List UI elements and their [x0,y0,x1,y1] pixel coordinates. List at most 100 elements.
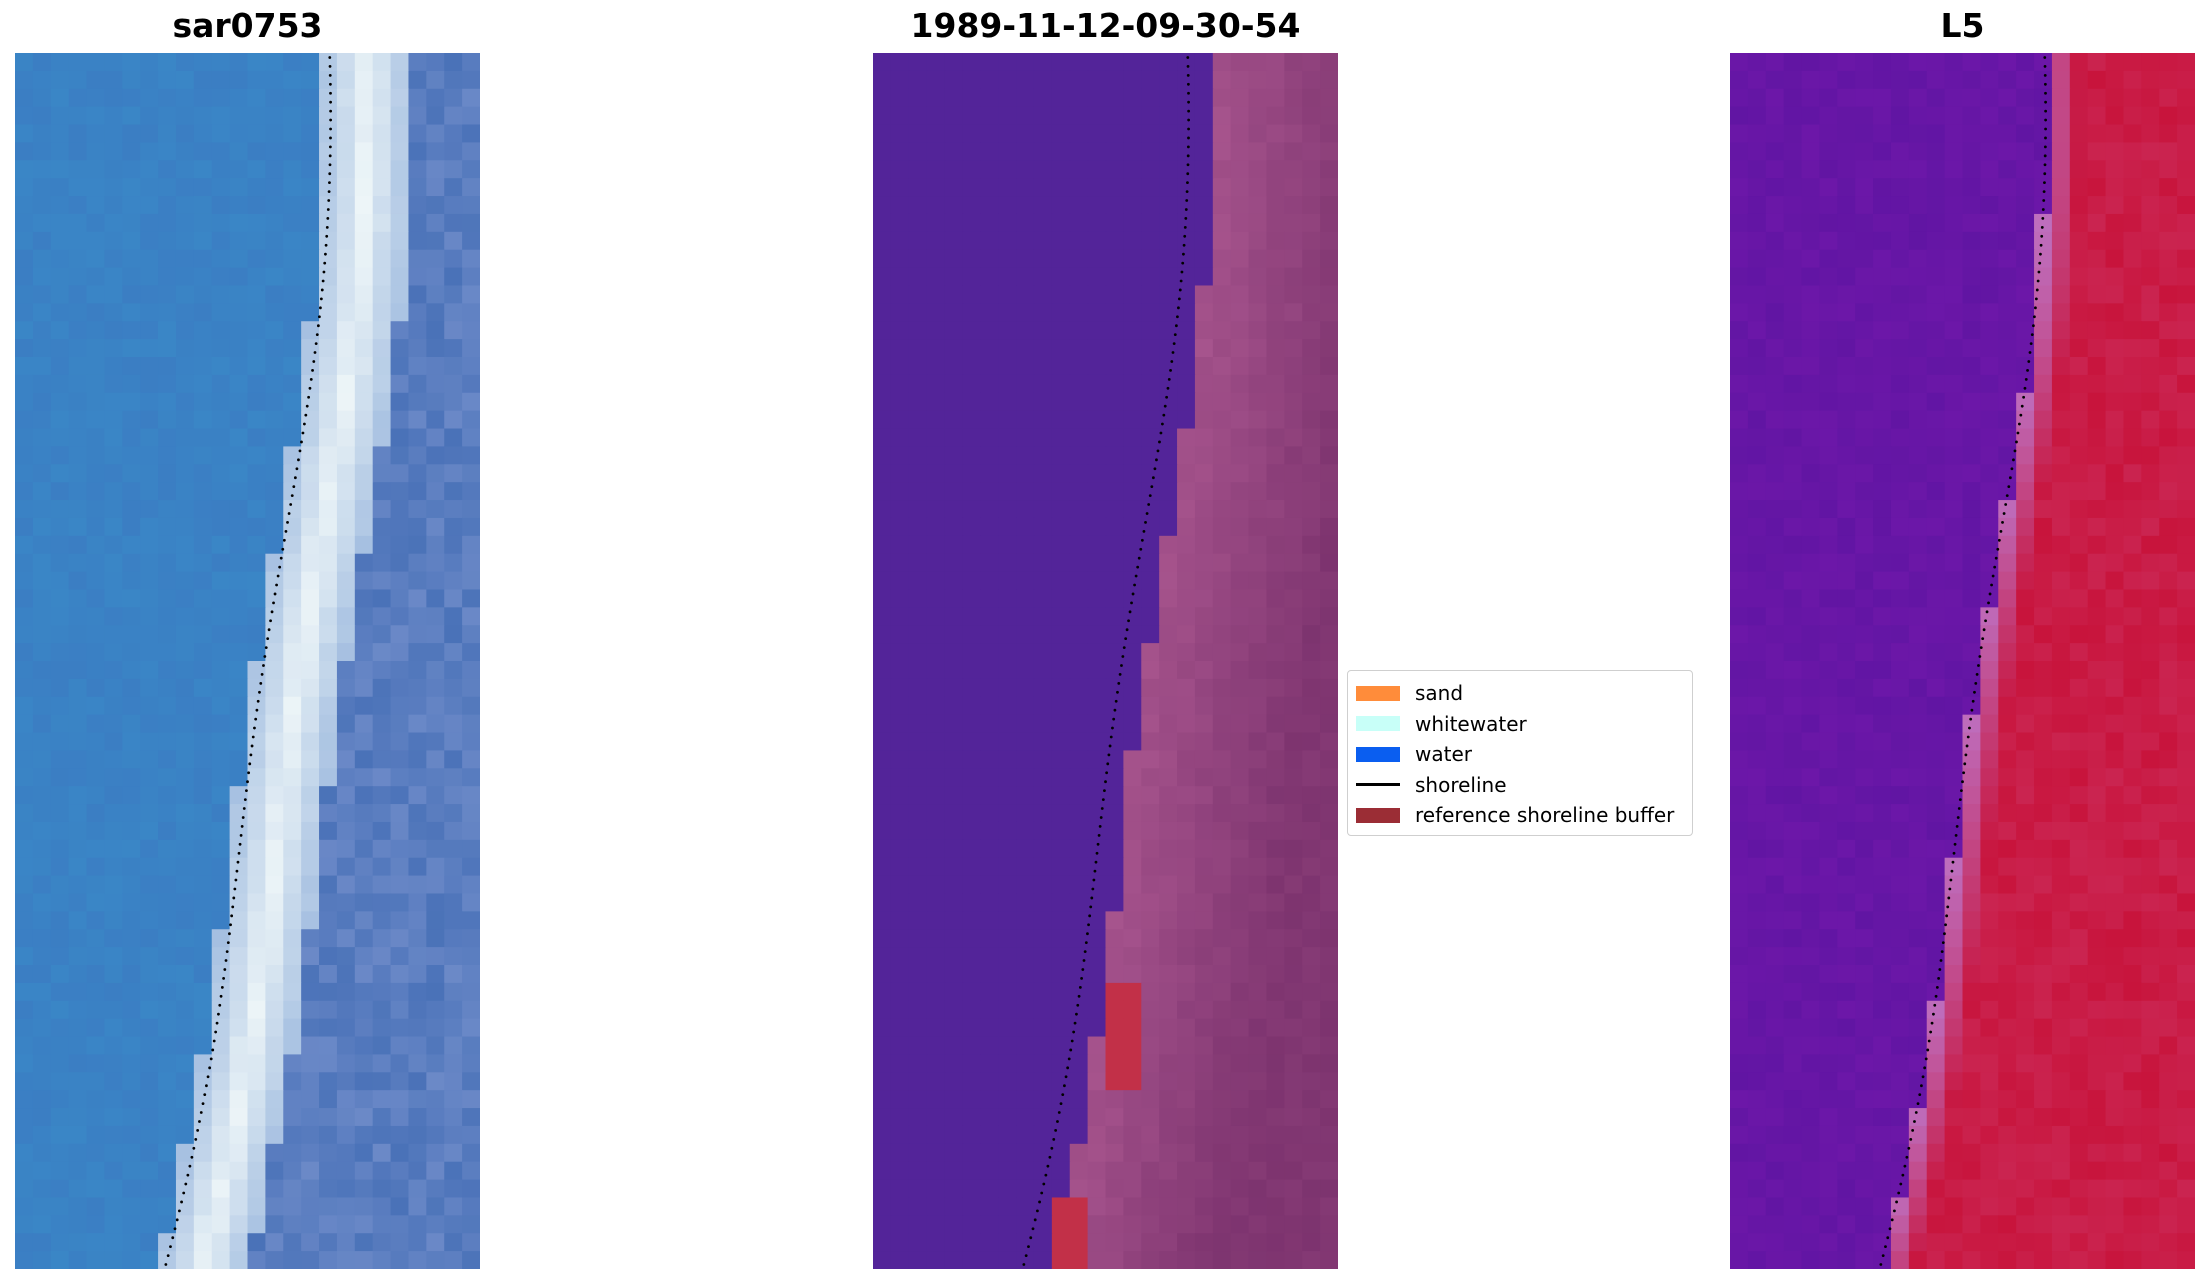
index-pixel [1855,410,1874,430]
shoreline-point [316,324,320,328]
image-pixel [283,285,302,304]
index-pixel [1855,53,1874,72]
index-pixel [1819,553,1838,573]
image-pixel [32,500,52,519]
class-pixel [1141,678,1160,698]
index-pixel [1747,500,1767,519]
image-pixel [140,1000,159,1020]
shoreline-point [214,1030,218,1034]
index-pixel [1962,643,1981,662]
image-pixel [175,553,195,573]
image-pixel [175,1233,195,1252]
index-pixel [1926,517,1946,537]
class-pixel [1123,696,1142,716]
image-pixel [390,768,410,787]
shoreline-point [1156,449,1160,453]
image-pixel [319,589,338,608]
image-pixel [104,1179,123,1199]
class-pixel [1033,106,1053,126]
class-pixel [1123,339,1142,358]
class-pixel [1123,1000,1142,1020]
image-pixel [229,410,249,430]
image-pixel [247,1215,266,1234]
class-pixel [944,786,964,805]
image-pixel [140,196,159,215]
class-pixel [980,643,999,662]
image-pixel [444,643,463,662]
class-pixel [1230,553,1250,573]
class-pixel [1016,500,1035,519]
image-pixel [86,678,106,698]
index-pixel [1980,196,1999,215]
image-pixel [211,589,231,608]
class-pixel [1230,106,1250,126]
class-pixel [1302,768,1321,787]
image-pixel [86,839,106,859]
class-pixel [1105,160,1124,179]
image-pixel [462,500,480,519]
image-pixel [426,1072,445,1091]
index-pixel [1873,392,1892,412]
image-pixel [265,1251,284,1269]
image-pixel [408,303,427,322]
class-pixel [1230,1018,1250,1038]
index-pixel [1855,160,1874,179]
class-pixel [1069,392,1089,412]
class-pixel [1284,339,1303,358]
class-pixel [873,106,892,126]
index-pixel [1944,160,1964,179]
index-pixel [1926,786,1946,805]
class-pixel [1302,160,1321,179]
class-pixel [1284,374,1303,394]
class-pixel [1212,142,1232,161]
index-pixel [2034,714,2053,734]
image-pixel [408,428,427,448]
class-pixel [944,857,964,877]
index-pixel [1801,392,1821,412]
class-pixel [1016,1215,1035,1234]
class-pixel [1159,768,1178,787]
class-pixel [962,839,981,859]
image-pixel [247,1179,266,1199]
class-pixel [1284,1233,1303,1252]
image-pixel [175,1143,195,1163]
index-pixel [1783,482,1803,501]
class-pixel [1159,213,1178,233]
image-pixel [283,1125,302,1145]
image-pixel [265,732,284,752]
shoreline-point [1131,592,1135,596]
image-pixel [50,500,70,519]
index-pixel [1765,392,1785,412]
index-pixel [1747,768,1767,787]
index-pixel [1962,213,1981,233]
index-pixel [2069,178,2089,197]
image-pixel [390,106,410,126]
class-pixel [873,88,892,108]
image-pixel [122,285,141,304]
image-pixel [211,517,231,537]
image-pixel [86,285,106,304]
shoreline-point [1160,422,1164,426]
class-pixel [1248,53,1268,72]
class-pixel [980,857,999,877]
image-pixel [319,1108,338,1127]
index-pixel [1730,410,1749,430]
image-pixel [104,464,123,483]
image-pixel [283,857,302,877]
image-pixel [122,53,141,72]
image-pixel [86,804,106,823]
index-pixel [1926,357,1946,376]
class-pixel [1194,106,1214,126]
index-pixel [1980,285,1999,304]
index-pixel [1980,535,1999,555]
index-pixel [1801,625,1821,644]
class-pixel [1302,1143,1321,1163]
image-pixel [193,178,213,197]
image-pixel [122,196,141,215]
shoreline-point [1101,798,1105,801]
class-pixel [944,571,964,591]
class-pixel [1033,661,1053,680]
index-pixel [1980,53,1999,72]
index-pixel [1890,678,1910,698]
class-pixel [944,1072,964,1091]
